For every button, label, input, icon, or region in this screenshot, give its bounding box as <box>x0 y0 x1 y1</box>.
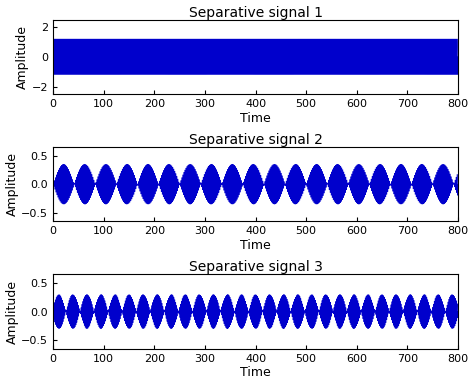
X-axis label: Time: Time <box>240 112 271 125</box>
X-axis label: Time: Time <box>240 239 271 252</box>
Title: Separative signal 3: Separative signal 3 <box>189 260 322 275</box>
X-axis label: Time: Time <box>240 367 271 380</box>
Title: Separative signal 2: Separative signal 2 <box>189 133 322 147</box>
Title: Separative signal 1: Separative signal 1 <box>189 5 322 20</box>
Y-axis label: Amplitude: Amplitude <box>6 280 18 343</box>
Y-axis label: Amplitude: Amplitude <box>16 25 29 89</box>
Y-axis label: Amplitude: Amplitude <box>6 152 18 216</box>
